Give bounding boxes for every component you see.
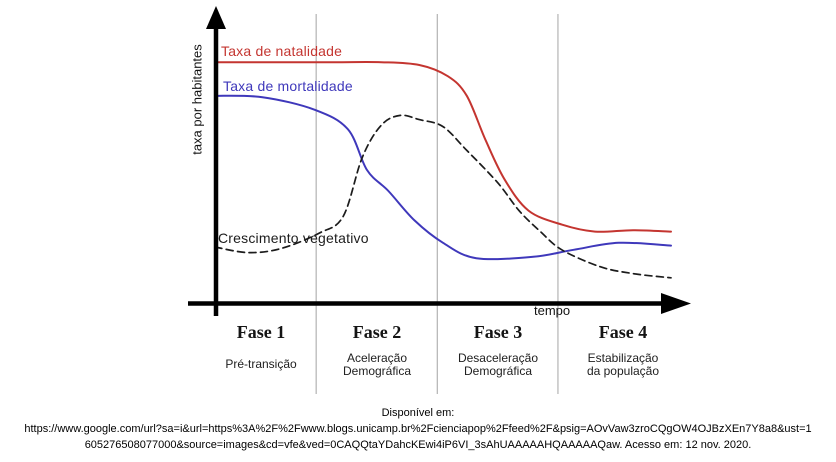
phase-desc-line: da população: [586, 364, 660, 378]
x-axis-label: tempo: [534, 303, 571, 318]
phase-4-description: Estabilização da população: [558, 350, 688, 380]
citation-url-line-2: 605276508077000&source=images&cd=vfe&ved…: [84, 439, 752, 451]
phase-2-description: Aceleração Demográfica: [317, 350, 437, 380]
phase-2-title: Fase 2: [352, 322, 402, 342]
phase-1-title: Fase 1: [236, 322, 286, 342]
phase-4-column: Fase 4 Estabilização da população: [558, 322, 688, 380]
citation-intro: Disponível em:: [381, 407, 455, 419]
y-axis-arrowhead-icon: [206, 6, 226, 29]
phase-desc-line: Demográfica: [463, 364, 533, 378]
phase-2-column: Fase 2 Aceleração Demográfica: [317, 322, 437, 380]
phase-dividers: [315, 14, 559, 394]
phase-desc-line: Demográfica: [342, 364, 412, 378]
phase-4-title: Fase 4: [598, 322, 648, 342]
phase-desc-line: Aceleração: [346, 350, 408, 365]
curve-1: [214, 94, 672, 261]
phase-3-title: Fase 3: [473, 322, 523, 342]
chart-canvas: [188, 6, 691, 394]
axes: [188, 6, 691, 316]
x-axis-arrowhead-icon: [661, 293, 691, 314]
phase-3-column: Fase 3 Desaceleração Demográfica: [438, 322, 558, 380]
phase-1-description: Pré-transição: [205, 350, 317, 380]
natural-growth-curve-label: Crescimento vegetativo: [218, 230, 369, 246]
phase-desc-line: Estabilização: [587, 350, 659, 365]
death-rate-curve-label: Taxa de mortalidade: [223, 78, 353, 94]
phase-1-column: Fase 1 Pré-transição: [205, 322, 317, 380]
phase-desc-line: Pré-transição: [225, 357, 297, 372]
source-citation: Disponível em: https://www.google.com/ur…: [0, 405, 836, 453]
phase-desc-line: Desaceleração: [457, 350, 539, 365]
curve-2: [214, 114, 672, 279]
phase-3-description: Desaceleração Demográfica: [438, 350, 558, 380]
citation-url-line-1: https://www.google.com/url?sa=i&url=http…: [24, 423, 812, 435]
birth-rate-curve-label: Taxa de natalidade: [221, 43, 343, 59]
y-axis-label: taxa por habitantes: [189, 44, 205, 155]
curve-0: [214, 60, 672, 233]
curves: [214, 60, 672, 279]
